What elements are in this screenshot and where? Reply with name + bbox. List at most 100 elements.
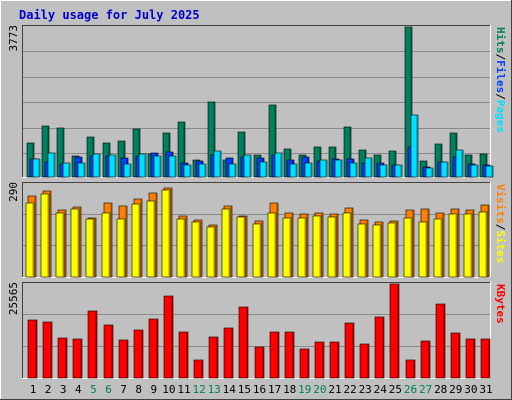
bar-pages-day-2 (47, 152, 56, 178)
day-label-3: 3 (60, 383, 67, 396)
axis-label-hits: Hits (494, 27, 507, 54)
bar-pages-day-27 (425, 167, 434, 178)
bar-pages-day-17 (274, 152, 283, 178)
bar-pages-day-23 (364, 157, 373, 178)
day-label-11: 11 (177, 383, 190, 396)
bar-pages-day-11 (183, 164, 192, 178)
bar-pages-day-18 (289, 163, 298, 178)
bar-kbytes-day-29 (450, 332, 461, 379)
axis-label-separator: / (494, 54, 507, 61)
bar-kbytes-day-11 (178, 331, 189, 379)
day-label-6: 6 (105, 383, 112, 396)
bar-kbytes-day-5 (87, 310, 98, 379)
bar-pages-day-8 (138, 153, 147, 178)
day-label-14: 14 (223, 383, 237, 396)
day-label-13: 13 (208, 383, 221, 396)
bar-pages-day-20 (319, 159, 328, 178)
bar-pages-day-30 (470, 164, 479, 178)
bar-kbytes-day-28 (435, 303, 446, 379)
bar-sites-day-27 (418, 221, 428, 278)
series-axis-label: KBytes (494, 284, 507, 324)
bar-kbytes-day-7 (118, 339, 129, 379)
bar-pages-day-25 (394, 164, 403, 178)
bar-sites-day-9 (146, 200, 156, 278)
bar-kbytes-day-2 (42, 321, 53, 379)
bar-kbytes-day-24 (374, 316, 385, 379)
y-max-label: 3773 (7, 25, 20, 52)
bar-kbytes-day-6 (103, 324, 114, 379)
bar-kbytes-day-30 (465, 338, 476, 379)
day-label-4: 4 (75, 383, 82, 396)
bar-pages-day-7 (123, 163, 132, 178)
bar-sites-day-21 (327, 216, 337, 278)
day-label-29: 29 (449, 383, 462, 396)
bar-sites-day-17 (267, 212, 277, 278)
day-label-27: 27 (419, 383, 432, 396)
bar-kbytes-day-15 (238, 306, 249, 379)
bar-sites-day-6 (101, 212, 111, 278)
bar-kbytes-day-14 (223, 327, 234, 379)
bar-sites-day-2 (40, 193, 50, 278)
bar-kbytes-day-31 (480, 338, 491, 379)
bar-kbytes-day-8 (133, 329, 144, 379)
bar-pages-day-1 (32, 158, 41, 178)
panel-hits-files-pages: 3773 Hits/Files/Pages (7, 25, 507, 178)
bar-kbytes-day-16 (254, 346, 265, 379)
bar-sites-day-16 (252, 223, 262, 278)
bar-sites-day-12 (191, 221, 201, 278)
bar-pages-day-10 (168, 155, 177, 178)
series-axis-label: Hits/Files/Pages (494, 27, 507, 133)
day-label-8: 8 (135, 383, 142, 396)
day-label-25: 25 (389, 383, 402, 396)
bar-sites-day-4 (70, 208, 80, 278)
bar-sites-day-28 (433, 218, 443, 278)
day-label-5: 5 (90, 383, 97, 396)
bar-pages-day-19 (304, 162, 313, 178)
bar-sites-day-14 (221, 208, 231, 278)
bar-sites-day-25 (387, 222, 397, 278)
bar-kbytes-day-3 (57, 337, 68, 379)
bar-kbytes-day-20 (314, 341, 325, 379)
bar-pages-day-12 (198, 163, 207, 178)
bar-kbytes-day-10 (163, 295, 174, 379)
day-label-15: 15 (238, 383, 251, 396)
bar-sites-day-19 (297, 217, 307, 278)
bar-sites-day-3 (55, 212, 65, 278)
day-label-10: 10 (162, 383, 175, 396)
bar-sites-day-22 (342, 212, 352, 278)
day-label-24: 24 (374, 383, 388, 396)
day-label-26: 26 (404, 383, 417, 396)
day-label-17: 17 (268, 383, 281, 396)
bar-kbytes-day-1 (27, 319, 38, 379)
bar-pages-day-3 (62, 162, 71, 178)
bar-kbytes-day-23 (359, 343, 370, 379)
bar-kbytes-day-22 (344, 322, 355, 379)
bar-kbytes-day-17 (269, 331, 280, 379)
bar-pages-day-21 (334, 159, 343, 178)
bar-sites-day-8 (131, 203, 141, 278)
day-label-19: 19 (298, 383, 311, 396)
day-label-30: 30 (464, 383, 477, 396)
bar-sites-day-11 (176, 218, 186, 278)
bar-sites-day-23 (357, 223, 367, 278)
bar-pages-day-31 (485, 165, 494, 178)
bar-sites-day-29 (448, 213, 458, 278)
bar-sites-day-18 (282, 217, 292, 278)
day-label-12: 12 (192, 383, 205, 396)
day-label-2: 2 (45, 383, 52, 396)
day-label-31: 31 (479, 383, 492, 396)
bar-pages-day-13 (213, 150, 222, 178)
y-max-label: 25565 (7, 282, 20, 315)
bar-pages-day-14 (228, 163, 237, 178)
bar-pages-day-5 (92, 153, 101, 178)
bar-pages-day-28 (440, 161, 449, 178)
bar-kbytes-day-13 (208, 336, 219, 379)
bar-kbytes-day-4 (72, 338, 83, 379)
bar-kbytes-day-9 (148, 318, 159, 379)
day-label-7: 7 (120, 383, 127, 396)
bar-kbytes-day-18 (284, 331, 295, 379)
bar-pages-day-15 (243, 154, 252, 178)
bar-kbytes-day-27 (420, 340, 431, 379)
bar-sites-day-26 (403, 217, 413, 278)
